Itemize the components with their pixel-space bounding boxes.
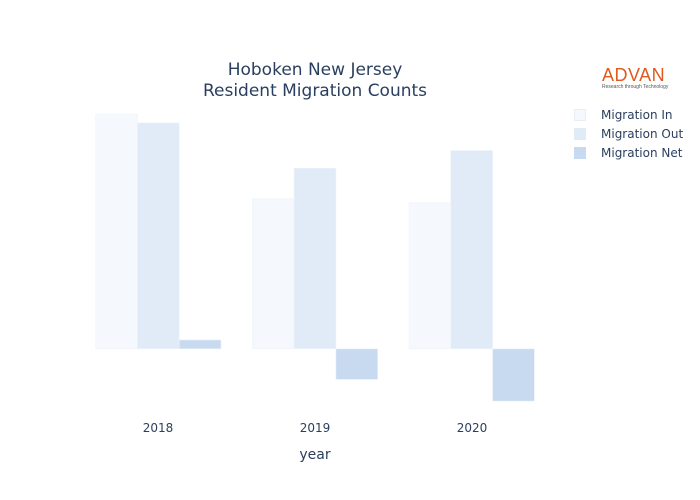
legend-label-migration-net: Migration Net bbox=[601, 146, 683, 160]
legend-item-migration-in[interactable]: Migration In bbox=[574, 106, 673, 124]
bar-migration-net-2019[interactable] bbox=[335, 348, 378, 380]
bar-migration-out-2020[interactable] bbox=[450, 150, 493, 350]
bar-migration-out-2018[interactable] bbox=[137, 122, 180, 350]
bar-migration-in-2020[interactable] bbox=[408, 202, 452, 350]
legend-item-migration-out[interactable]: Migration Out bbox=[574, 125, 683, 143]
x-tick-2018: 2018 bbox=[142, 421, 174, 435]
chart-title-line-1: Hoboken New Jersey bbox=[227, 60, 403, 80]
legend-swatch-migration-in bbox=[574, 109, 586, 121]
advan-logo: ADVAN Research through Technology bbox=[602, 66, 672, 90]
chart-title-line-2: Resident Migration Counts bbox=[202, 81, 428, 101]
legend-swatch-migration-out bbox=[574, 128, 586, 140]
logo-wordmark: ADVAN bbox=[602, 65, 666, 85]
x-tick-2019: 2019 bbox=[299, 421, 331, 435]
bar-migration-in-2019[interactable] bbox=[252, 198, 295, 350]
legend-label-migration-in: Migration In bbox=[601, 108, 673, 122]
bar-migration-out-2019[interactable] bbox=[293, 167, 337, 349]
bar-migration-net-2020[interactable] bbox=[492, 348, 535, 402]
legend-swatch-migration-net bbox=[574, 147, 586, 159]
bar-migration-in-2018[interactable] bbox=[95, 113, 138, 350]
x-tick-2020: 2020 bbox=[456, 421, 488, 435]
x-axis-label: year bbox=[299, 447, 331, 463]
legend-label-migration-out: Migration Out bbox=[601, 127, 684, 141]
bar-migration-net-2018[interactable] bbox=[178, 339, 222, 350]
logo-tagline: Research through Technology bbox=[602, 84, 669, 90]
legend-item-migration-net[interactable]: Migration Net bbox=[574, 144, 682, 162]
